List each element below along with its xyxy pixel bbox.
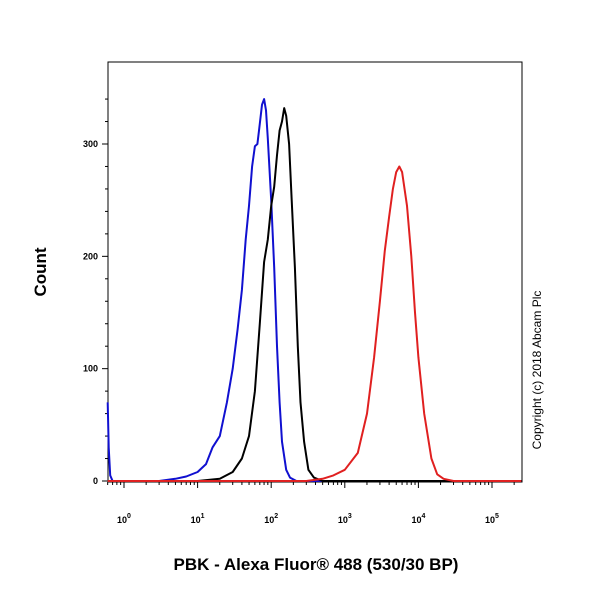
x-tick-label: 101 [191,513,205,525]
y-tick-label: 100 [83,364,98,374]
series-group [106,98,522,482]
x-axis: 100 101 102 103 104 105 [107,482,515,525]
x-tick-label: 102 [264,513,278,525]
x-tick-label: 103 [338,513,352,525]
x-axis-title: PBK - Alexa Fluor® 488 (530/30 BP) [174,555,459,574]
copyright-notice: Copyright (c) 2018 Abcam Plc [530,291,544,450]
y-tick-label: 0 [93,476,98,486]
x-tick-label: 104 [411,513,425,525]
y-axis-title: Count [31,247,50,296]
histogram-series-2 [107,107,522,482]
y-axis: 0 100 200 300 [83,98,108,486]
x-tick-label: 105 [485,513,499,525]
x-tick-label: 100 [117,513,131,525]
histogram-series-3 [107,165,522,482]
y-tick-label: 200 [83,251,98,261]
histogram-series-1 [106,98,522,482]
y-tick-label: 300 [83,139,98,149]
plot-frame [107,61,523,483]
